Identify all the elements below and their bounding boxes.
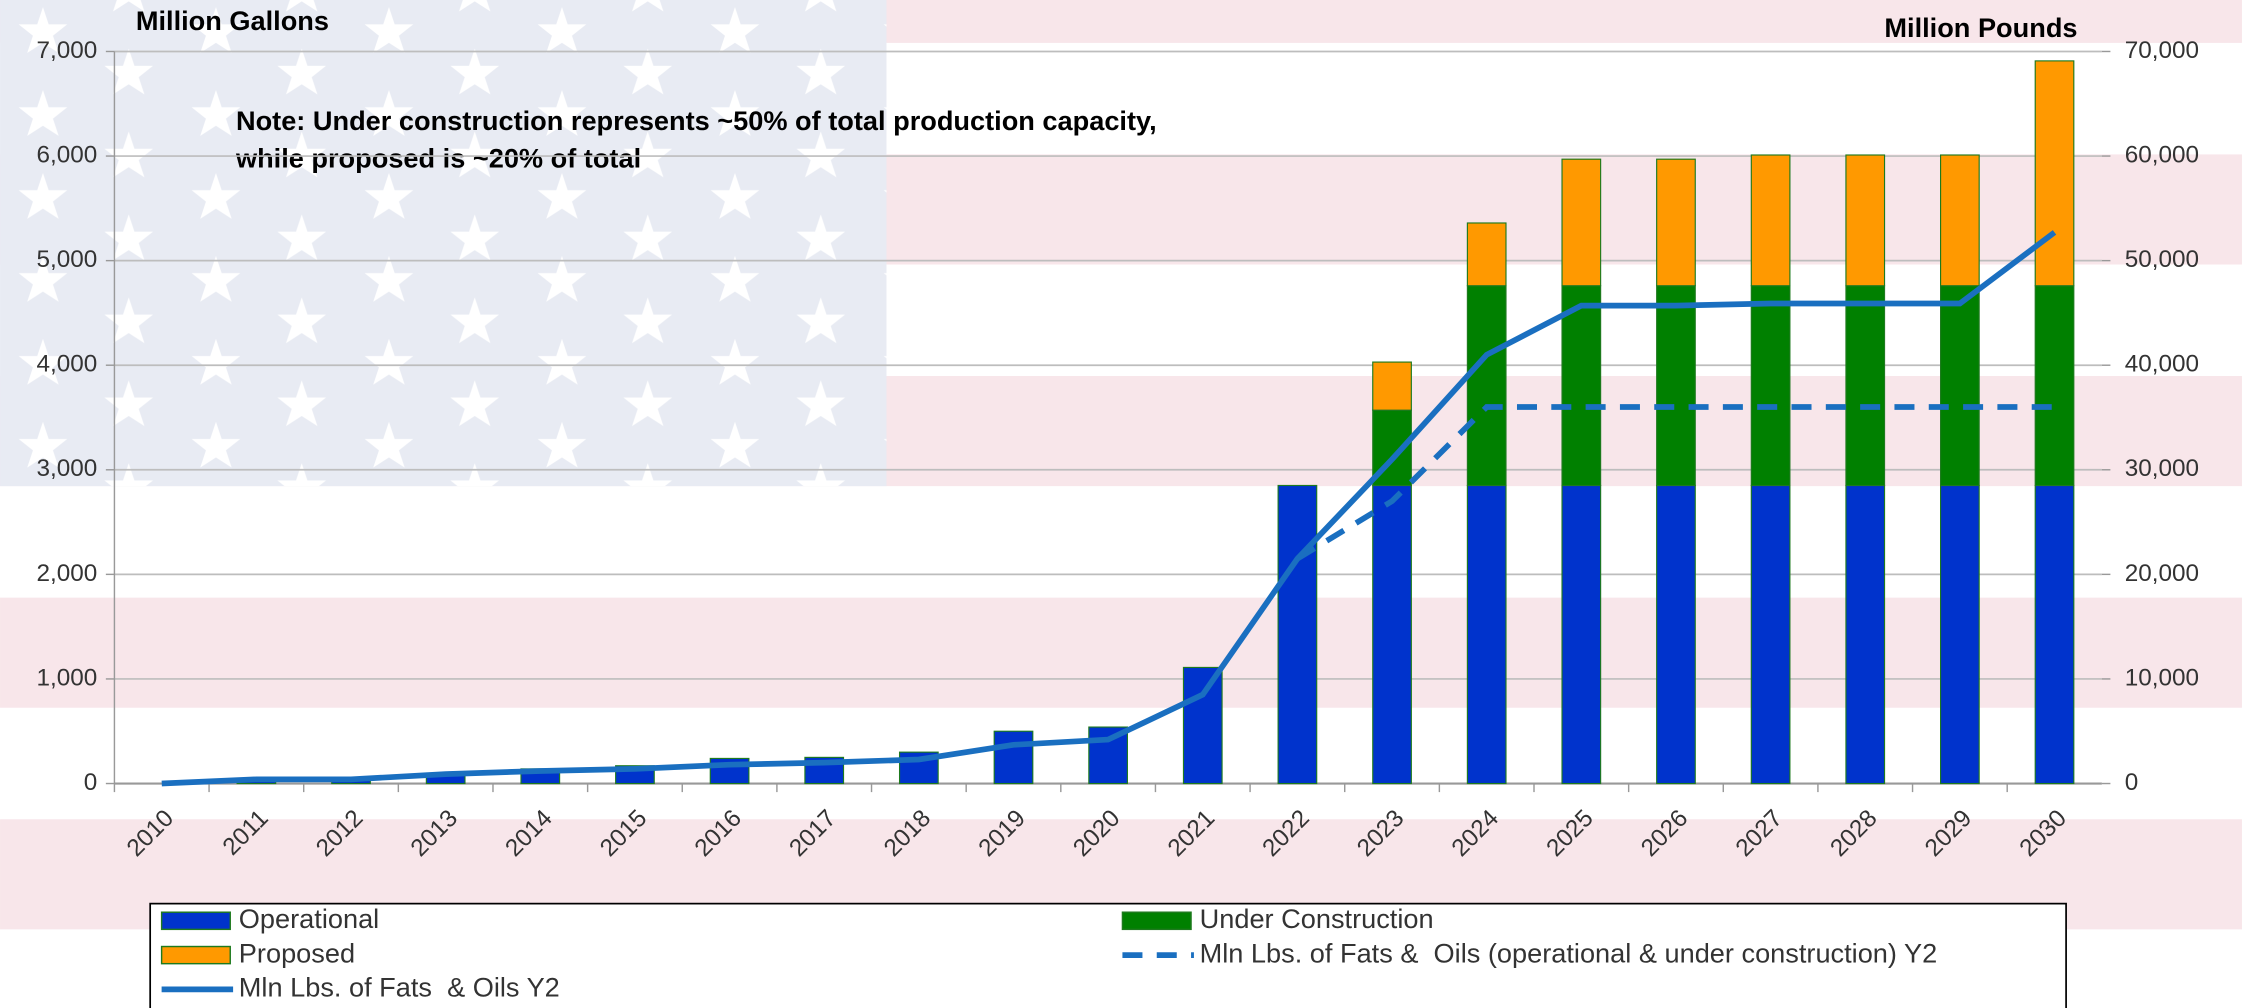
y-tick-label: 5,000 xyxy=(36,246,97,273)
bar xyxy=(1750,154,1791,287)
annotation: while proposed is ~20% of total xyxy=(235,142,641,173)
y2-tick-label: 60,000 xyxy=(2125,141,2199,168)
y-tick-label: 3,000 xyxy=(36,455,97,482)
y2-tick-label: 70,000 xyxy=(2125,37,2199,64)
legend-label: Proposed xyxy=(239,937,355,968)
bar xyxy=(1466,285,1507,487)
legend-swatch xyxy=(160,911,231,931)
y-tick-label: 4,000 xyxy=(36,351,97,378)
legend-label: Mln Lbs. of Fats & Oils Y2 xyxy=(239,972,560,1003)
bar xyxy=(1845,484,1886,785)
bar xyxy=(1940,285,1980,487)
legend-label: Mln Lbs. of Fats & Oils (operational & u… xyxy=(1200,937,1938,968)
annotation: Note: Under construction represents ~50%… xyxy=(236,105,1157,136)
bar xyxy=(1277,484,1318,785)
bar xyxy=(1656,285,1696,487)
bar xyxy=(2034,60,2075,287)
bar xyxy=(1845,154,1886,287)
bar xyxy=(1656,158,1696,287)
legend-label: Operational xyxy=(239,903,379,934)
bar xyxy=(2034,285,2075,487)
y2-tick-label: 20,000 xyxy=(2125,560,2199,587)
bar xyxy=(1561,285,1602,487)
bar xyxy=(2034,484,2075,785)
bar xyxy=(1561,158,1602,287)
y2-tick-label: 50,000 xyxy=(2125,246,2199,273)
y-tick-label: 7,000 xyxy=(36,37,97,64)
bar xyxy=(1182,666,1223,785)
legend-swatch xyxy=(160,945,231,965)
line-series xyxy=(1295,404,2055,562)
y2-tick-label: 0 xyxy=(2125,769,2139,796)
y-tick-label: 6,000 xyxy=(36,141,97,168)
line-series xyxy=(161,230,2057,787)
bar xyxy=(1845,285,1886,487)
bar xyxy=(1466,484,1507,785)
bar xyxy=(1940,154,1980,287)
y-tick-label: 0 xyxy=(84,769,98,796)
bar xyxy=(1940,484,1980,785)
legend-label: Under Construction xyxy=(1200,903,1434,934)
y2-axis-title: Million Pounds xyxy=(1884,12,2077,43)
legend-swatch xyxy=(1121,911,1192,931)
bar xyxy=(1372,484,1412,785)
bar xyxy=(1561,484,1602,785)
y-axis-title: Million Gallons xyxy=(136,5,329,36)
bar xyxy=(1656,484,1696,785)
y2-tick-label: 30,000 xyxy=(2125,455,2199,482)
bar xyxy=(1750,484,1791,785)
y-tick-label: 1,000 xyxy=(36,664,97,691)
bar xyxy=(993,730,1034,785)
y2-tick-label: 40,000 xyxy=(2125,351,2199,378)
y2-tick-label: 10,000 xyxy=(2125,664,2199,691)
bar xyxy=(1750,285,1791,487)
bar xyxy=(1466,222,1507,287)
legend-box xyxy=(149,902,2067,1008)
y-tick-label: 2,000 xyxy=(36,560,97,587)
bar xyxy=(1372,361,1412,411)
